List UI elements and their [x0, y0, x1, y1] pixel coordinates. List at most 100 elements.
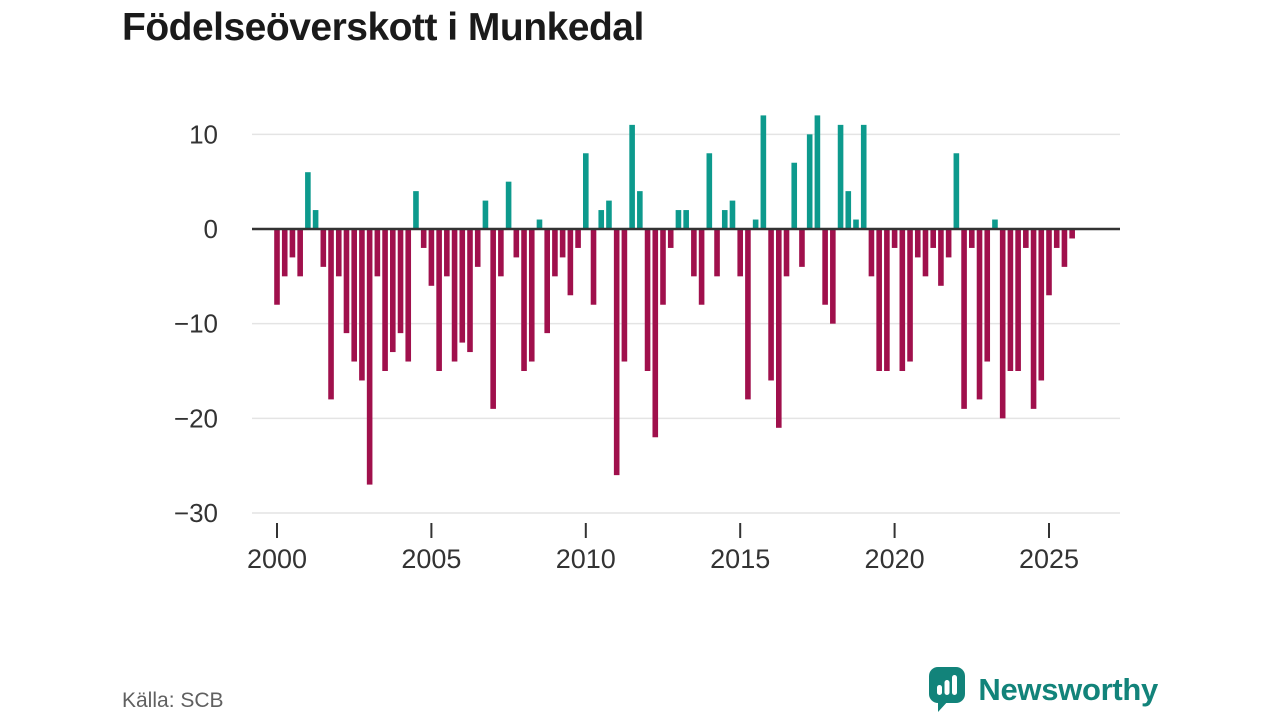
y-tick-label: 10 — [189, 119, 218, 149]
x-tick-label: 2005 — [401, 544, 461, 574]
bar — [783, 229, 790, 277]
bar — [328, 229, 334, 400]
bar — [289, 229, 296, 258]
bar — [922, 229, 929, 277]
bar — [891, 229, 898, 248]
bar — [312, 210, 319, 229]
bar — [382, 229, 388, 372]
y-tick-label: −30 — [174, 498, 218, 528]
bar — [521, 229, 527, 372]
bar — [351, 229, 357, 362]
bar — [675, 210, 682, 229]
y-tick-label: −10 — [174, 309, 218, 339]
bar — [830, 229, 836, 324]
bar — [598, 210, 605, 229]
bar — [567, 229, 574, 296]
bar — [884, 229, 890, 372]
bar — [359, 229, 365, 381]
bar — [459, 229, 466, 343]
bar — [806, 134, 813, 229]
bar — [652, 229, 659, 438]
bar — [907, 229, 913, 362]
bar — [976, 229, 983, 400]
bar — [721, 210, 728, 229]
bar — [791, 162, 798, 229]
bar — [760, 115, 767, 229]
bar — [969, 229, 975, 248]
bar — [621, 229, 628, 362]
bar — [776, 229, 782, 428]
x-tick-label: 2025 — [1019, 544, 1079, 574]
bar — [706, 153, 713, 229]
bar — [1023, 229, 1029, 248]
bar — [938, 229, 944, 286]
bar — [366, 229, 373, 485]
bar — [992, 219, 998, 229]
bar — [513, 229, 520, 258]
bar — [667, 229, 674, 248]
bar — [420, 229, 427, 248]
bar — [629, 124, 635, 229]
bar — [606, 200, 612, 229]
bar — [876, 229, 882, 372]
bar — [814, 115, 821, 229]
bar — [1007, 229, 1014, 372]
bar — [768, 229, 774, 381]
y-tick-label: −20 — [174, 403, 218, 433]
bar — [1030, 229, 1037, 409]
bar — [914, 229, 921, 258]
x-tick-label: 2000 — [247, 544, 307, 574]
bar — [397, 229, 404, 334]
bar — [899, 229, 906, 372]
bar — [343, 229, 350, 334]
bar — [482, 200, 489, 229]
bar — [405, 229, 412, 362]
bar — [1046, 229, 1052, 296]
chart-title: Födelseöverskott i Munkedal — [122, 6, 644, 49]
newsworthy-icon — [929, 667, 966, 712]
bar — [999, 229, 1006, 419]
bar — [984, 229, 991, 362]
bar — [451, 229, 458, 362]
bar — [583, 153, 589, 229]
bar — [613, 229, 620, 476]
bar — [961, 229, 967, 409]
bar — [691, 229, 697, 277]
bar — [335, 229, 342, 277]
bar — [590, 229, 597, 305]
bar — [714, 229, 720, 277]
bar — [1053, 229, 1060, 248]
x-tick-label: 2015 — [710, 544, 770, 574]
bar — [559, 229, 566, 258]
bar — [637, 191, 643, 229]
bar — [752, 219, 759, 229]
bar — [297, 229, 303, 277]
bar — [729, 200, 736, 229]
bar — [436, 229, 442, 372]
bar — [1015, 229, 1021, 372]
x-tick-label: 2010 — [556, 544, 616, 574]
bar — [683, 210, 689, 229]
newsworthy-logo: Newsworthy — [928, 667, 1158, 713]
bar — [868, 229, 875, 277]
bar — [737, 229, 743, 277]
bar — [544, 229, 550, 334]
bar — [467, 229, 473, 353]
bar — [575, 229, 581, 248]
bar — [320, 229, 327, 267]
bar — [528, 229, 535, 362]
bar — [536, 219, 543, 229]
bar — [281, 229, 288, 277]
bar — [274, 229, 280, 305]
newsworthy-wordmark: Newsworthy — [978, 672, 1158, 707]
bar — [945, 229, 952, 258]
x-tick-label: 2020 — [865, 544, 925, 574]
source-label: Källa: SCB — [122, 689, 224, 712]
bar — [745, 229, 751, 400]
bar — [428, 229, 435, 286]
bar — [374, 229, 381, 277]
bar — [953, 153, 960, 229]
bar — [413, 191, 419, 229]
bar — [644, 229, 651, 372]
